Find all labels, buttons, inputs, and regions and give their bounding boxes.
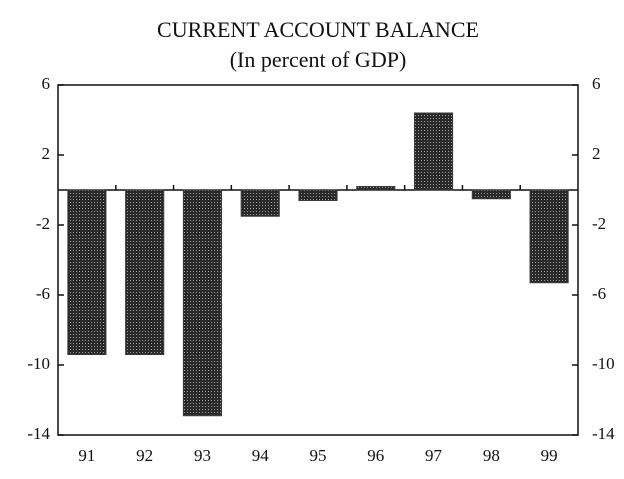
chart-title: CURRENT ACCOUNT BALANCE xyxy=(157,17,479,42)
bar xyxy=(413,112,454,191)
y2-tick-label: -6 xyxy=(592,284,606,303)
bar xyxy=(529,189,569,284)
y2-tick-label: 6 xyxy=(592,74,601,93)
bar xyxy=(240,189,280,217)
y-tick-label: 2 xyxy=(42,144,51,163)
x-tick-label: 97 xyxy=(425,446,443,465)
y2-tick-label: -10 xyxy=(592,354,615,373)
x-tick-label: 92 xyxy=(136,446,153,465)
x-tick-label: 98 xyxy=(483,446,500,465)
x-tick-label: 93 xyxy=(194,446,211,465)
bar xyxy=(182,189,223,417)
y-tick-label: -10 xyxy=(27,354,50,373)
y-tick-label: 6 xyxy=(42,74,51,93)
y2-tick-label: 2 xyxy=(592,144,601,163)
bar xyxy=(298,189,338,201)
x-tick-label: 96 xyxy=(367,446,384,465)
bar xyxy=(67,189,107,355)
bar xyxy=(356,186,396,191)
x-tick-label: 95 xyxy=(310,446,327,465)
chart-subtitle: (In percent of GDP) xyxy=(230,47,407,72)
plot-frame xyxy=(57,84,579,436)
bar xyxy=(125,189,165,355)
y-tick-label: -6 xyxy=(36,284,50,303)
y2-tick-label: -14 xyxy=(592,424,615,443)
y-tick-label: -2 xyxy=(36,214,50,233)
y-tick-label: -14 xyxy=(27,424,50,443)
x-tick-label: 91 xyxy=(78,446,95,465)
x-tick-label: 94 xyxy=(252,446,270,465)
y2-tick-label: -2 xyxy=(592,214,606,233)
x-tick-label: 99 xyxy=(541,446,558,465)
bar xyxy=(471,189,511,200)
